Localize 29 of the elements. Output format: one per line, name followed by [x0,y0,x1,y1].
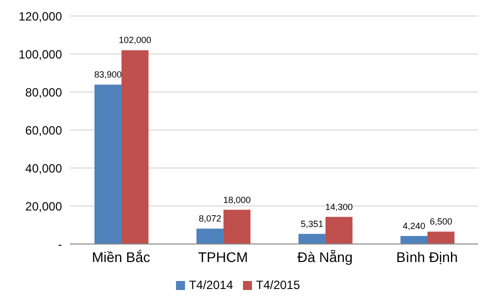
y-tick-label: 40,000 [25,161,62,176]
data-label: 102,000 [118,35,152,46]
bar [94,84,122,244]
data-label: 83,900 [94,70,122,80]
data-label: 14,300 [325,202,353,212]
x-tick-label: Đà Nẵng [297,248,353,265]
bar [196,228,224,244]
data-label: 4,240 [402,220,426,231]
bar [325,216,352,244]
legend-label: T4/2015 [256,278,300,292]
data-label: 6,500 [430,216,452,227]
x-tick-label: TPHCM [198,248,248,265]
bar [400,236,428,244]
bar [298,234,326,244]
legend-label: T4/2014 [188,278,233,292]
bar [223,210,250,244]
x-tick-label: Bình Định [396,248,458,265]
bar [427,232,454,244]
bar [121,50,148,244]
x-tick-label: Miền Bắc [92,248,150,265]
y-tick-label: 20,000 [25,199,62,214]
y-tick-label: 100,000 [18,47,62,62]
data-label: 18,000 [223,194,251,205]
data-label: 5,351 [300,218,324,229]
y-tick-label: - [58,237,62,252]
y-tick-label: 60,000 [25,123,62,138]
data-label: 8,072 [198,214,222,224]
y-tick-label: 120,000 [18,9,62,24]
y-tick-label: 80,000 [25,85,62,100]
